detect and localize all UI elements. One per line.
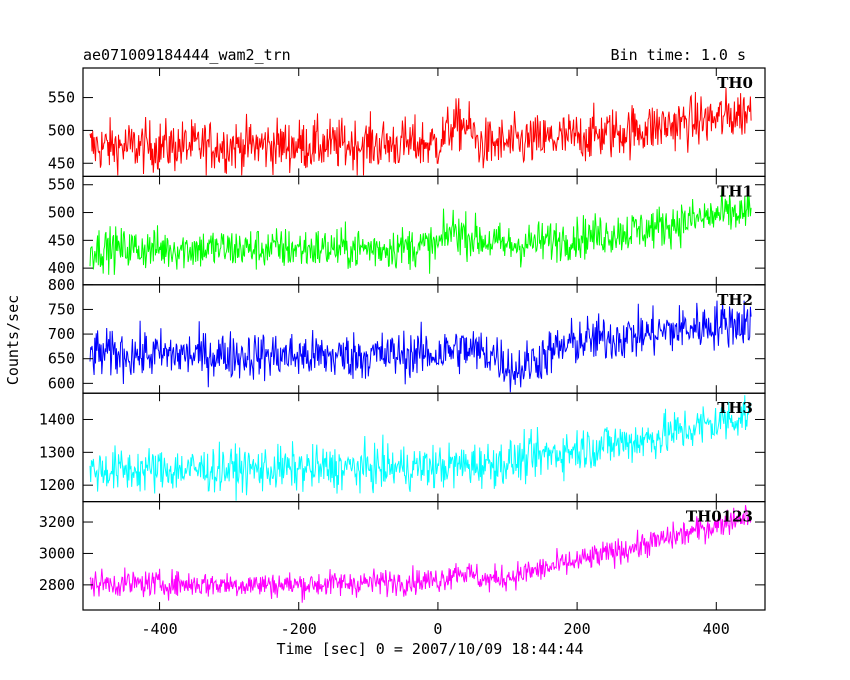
series-th0123-line (89, 505, 752, 603)
y-tick-label: 550 (48, 176, 75, 194)
panel-frame (82, 501, 766, 611)
y-axis-label: Counts/sec (4, 295, 22, 385)
x-tick-label: 200 (564, 620, 591, 638)
bin-time-label: Bin time: 1.0 s (611, 46, 746, 64)
y-tick-label: 1400 (39, 410, 75, 428)
y-tick-label: 1200 (39, 476, 75, 494)
y-tick-label: 1300 (39, 443, 75, 461)
panel-th2: 600 650 700 750 800 TH2 (48, 276, 766, 394)
y-tick-label: 500 (48, 204, 75, 222)
y-tick-label: 400 (48, 259, 75, 277)
x-tick-label: -400 (141, 620, 177, 638)
series-th0-line (89, 87, 752, 176)
y-tick-label: 2800 (39, 576, 75, 594)
y-tick-label: 650 (48, 350, 75, 368)
panel-label-th2: TH2 (717, 291, 753, 309)
panel-th1: 400 450 500 550 TH1 (48, 176, 766, 286)
panel-th0: 450 500 550 TH0 (48, 67, 766, 178)
panel-label-th0: TH0 (717, 74, 753, 92)
y-tick-label: 750 (48, 300, 75, 318)
chart-title: ae071009184444_wam2_trn (83, 46, 291, 64)
panel-label-th3: TH3 (717, 399, 753, 417)
panel-th3: 1200 1300 1400 TH3 (39, 392, 766, 503)
series-th3-line (89, 395, 752, 501)
y-tick-label: 450 (48, 231, 75, 249)
series-th2-line (89, 300, 752, 393)
x-axis-label: Time [sec] 0 = 2007/10/09 18:44:44 (276, 640, 583, 658)
y-tick-label: 3000 (39, 544, 75, 562)
y-tick-label: 450 (48, 154, 75, 172)
panel-th0123: 2800 3000 3200 TH0123 (39, 501, 766, 611)
panel-frame (82, 392, 766, 503)
x-tick-label: -200 (281, 620, 317, 638)
x-tick-label: 400 (703, 620, 730, 638)
panel-frame (82, 67, 766, 178)
panels-group: 450 500 550 TH0 400 450 500 550 TH1 600 650 700 750 8… (39, 67, 766, 638)
panel-label-th0123: TH0123 (686, 508, 753, 526)
y-tick-label: 500 (48, 121, 75, 139)
y-tick-label: 800 (48, 276, 75, 294)
series-th1-line (89, 188, 752, 275)
y-tick-label: 3200 (39, 513, 75, 531)
y-tick-label: 600 (48, 374, 75, 392)
panel-frame (82, 284, 766, 394)
panel-label-th1: TH1 (717, 182, 753, 200)
y-tick-label: 550 (48, 89, 75, 107)
x-tick-label: 0 (433, 620, 442, 638)
y-tick-label: 700 (48, 325, 75, 343)
